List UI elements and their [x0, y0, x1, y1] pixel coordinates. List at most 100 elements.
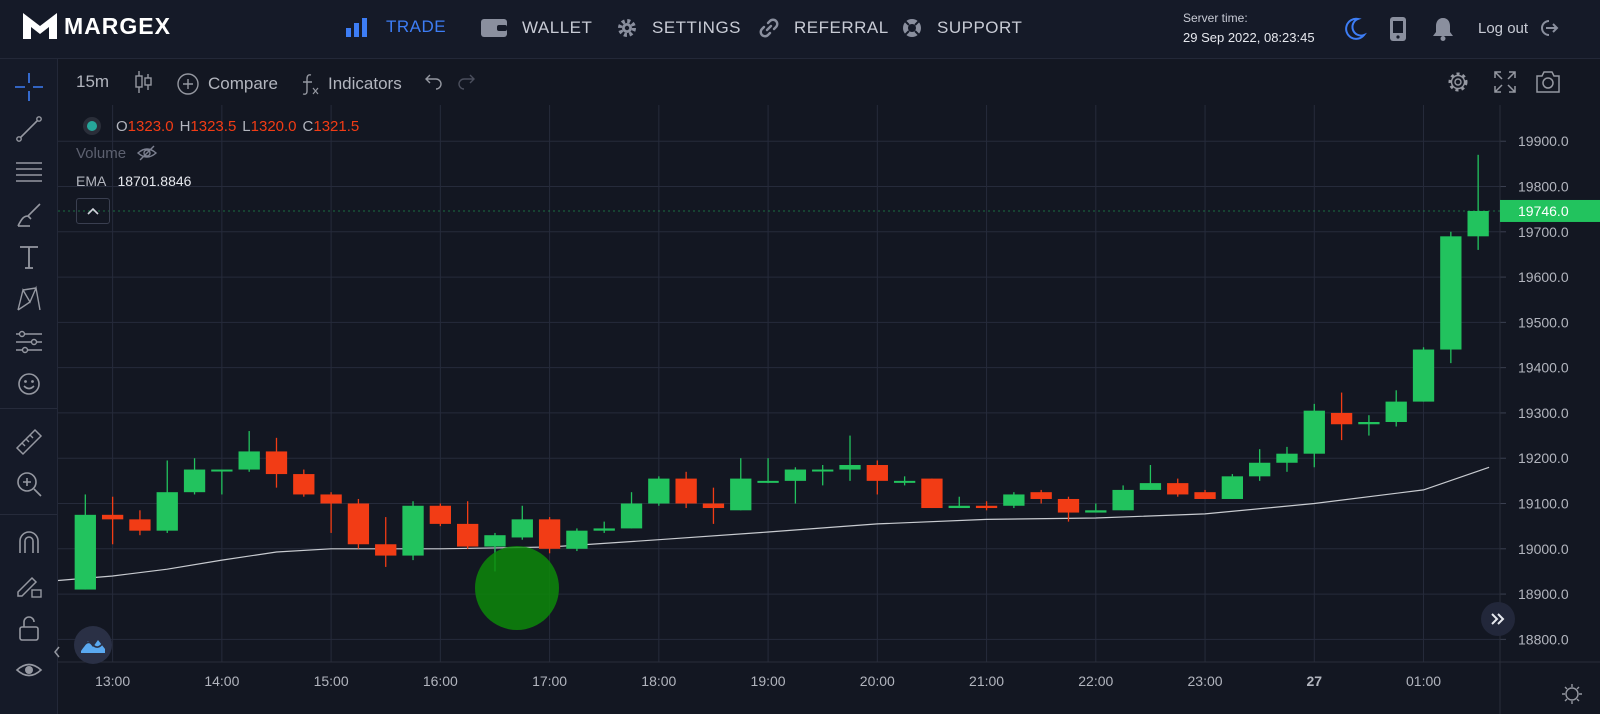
bell-icon[interactable]	[1431, 16, 1455, 42]
candle-body	[593, 528, 615, 531]
candle-down	[457, 501, 479, 549]
chart-type-button[interactable]	[133, 70, 161, 94]
candle-body	[620, 503, 643, 529]
crosshair-tool[interactable]	[13, 71, 45, 103]
text-tool[interactable]	[13, 241, 45, 273]
nav-support[interactable]: SUPPORT	[901, 17, 1022, 39]
candle-body	[566, 530, 588, 549]
candle-body	[347, 503, 370, 545]
candle-up	[1440, 231, 1462, 364]
candle-body	[730, 478, 752, 511]
candle-down	[320, 492, 342, 533]
undo-icon[interactable]	[424, 72, 444, 90]
candle-up	[156, 460, 178, 533]
brush-tool[interactable]	[13, 199, 45, 231]
chevron-up-icon	[87, 207, 99, 215]
logout-button[interactable]: Log out	[1478, 18, 1559, 38]
y-tick-label: 19900.0	[1518, 133, 1569, 149]
candle-body	[1358, 421, 1380, 425]
zoom-tool[interactable]	[13, 468, 45, 500]
candle-up	[1003, 492, 1025, 509]
magnet-tool[interactable]	[13, 526, 45, 558]
candle-down	[429, 503, 451, 527]
compare-button[interactable]: Compare	[176, 72, 278, 96]
nav-wallet[interactable]: WALLET	[480, 17, 592, 39]
chevron-left-icon[interactable]	[52, 643, 62, 661]
high-value: 1323.5	[190, 117, 237, 135]
nav-settings[interactable]: SETTINGS	[616, 17, 741, 39]
candles-icon	[135, 71, 152, 93]
server-time-value: 29 Sep 2022, 08:23:45	[1183, 30, 1315, 45]
pattern-tool[interactable]	[13, 283, 45, 315]
interval-label: 15m	[76, 72, 110, 91]
candle-body	[812, 469, 834, 472]
measure-tool[interactable]	[13, 426, 45, 458]
gear-icon[interactable]	[1445, 69, 1471, 95]
candle-up	[511, 505, 533, 540]
axis-settings-icon[interactable]	[1561, 683, 1583, 705]
indicators-button[interactable]: Indicators	[300, 72, 402, 96]
candle-down	[1330, 392, 1353, 441]
horizontal-lines-tool[interactable]	[13, 156, 45, 188]
fullscreen-icon[interactable]	[1492, 69, 1518, 95]
function-icon	[302, 74, 319, 95]
compare-label: Compare	[208, 74, 278, 93]
emoji-tool[interactable]	[13, 368, 45, 400]
nav-trade[interactable]: TRADE	[346, 17, 446, 37]
lifebuoy-icon	[903, 19, 921, 37]
ohlc-legend: O 1323.0 H 1323.5 L 1320.0 C 1321.5	[82, 116, 359, 136]
candle-down	[1030, 489, 1052, 504]
candle-up	[730, 458, 752, 511]
candle-body	[1030, 492, 1052, 499]
candle-down	[921, 478, 943, 509]
ema-value: 18701.8846	[117, 173, 192, 189]
nav-referral-label: REFERRAL	[794, 18, 889, 37]
interval-selector[interactable]: 15m	[76, 72, 109, 92]
fib-tool[interactable]	[13, 326, 45, 358]
y-tick-label: 19800.0	[1518, 179, 1569, 195]
trend-line-tool[interactable]	[13, 113, 45, 145]
price-chart[interactable]: 19900.0 19800.0 19700.0 19600.0 19500.0 19400…	[58, 105, 1600, 714]
candle-up	[620, 492, 643, 529]
lines-icon	[16, 162, 42, 182]
lock-drawing-tool[interactable]	[13, 569, 45, 601]
candle-down	[1194, 489, 1216, 499]
brand-name: MARGEX	[64, 12, 171, 39]
candle-up	[1112, 485, 1134, 511]
lock-tool[interactable]	[13, 612, 45, 644]
candle-down	[293, 469, 315, 497]
candle-body	[129, 519, 151, 531]
y-tick-label: 19000.0	[1518, 541, 1569, 557]
drawing-tools-sidebar	[0, 59, 58, 714]
candle-body	[648, 478, 670, 504]
collapse-legend-button[interactable]	[76, 198, 110, 224]
gear-icon	[618, 19, 636, 37]
candle-body	[948, 505, 970, 509]
y-tick-label: 19700.0	[1518, 224, 1569, 240]
nav-referral[interactable]: REFERRAL	[758, 17, 889, 39]
eye-icon	[15, 663, 43, 677]
candle-up	[1385, 390, 1407, 427]
series-dot-icon[interactable]	[82, 116, 102, 136]
camera-icon[interactable]	[1534, 69, 1562, 95]
tradingview-logo-button[interactable]	[74, 626, 112, 664]
mobile-icon[interactable]	[1388, 16, 1408, 42]
candle-down	[675, 471, 697, 509]
candle-up	[839, 435, 861, 481]
bar-chart-icon	[346, 18, 367, 37]
candle-body	[1330, 412, 1353, 425]
scroll-to-realtime-button[interactable]	[1481, 602, 1515, 636]
candle-up	[948, 496, 970, 509]
moon-icon[interactable]	[1343, 16, 1367, 42]
candle-down	[538, 517, 561, 554]
candle-body	[457, 523, 479, 547]
visibility-tool[interactable]	[13, 654, 45, 686]
server-time: Server time: 29 Sep 2022, 08:23:45	[1183, 9, 1315, 47]
candle-up	[1139, 465, 1162, 490]
text-icon	[20, 246, 38, 269]
eye-off-icon[interactable]	[136, 144, 158, 162]
x-tick-label: 23:00	[1188, 673, 1223, 689]
brand-logo[interactable]: MARGEX	[22, 10, 171, 42]
axes-layer: 19900.0 19800.0 19700.0 19600.0 19500.0 19400…	[58, 105, 1600, 714]
redo-icon[interactable]	[456, 72, 476, 90]
